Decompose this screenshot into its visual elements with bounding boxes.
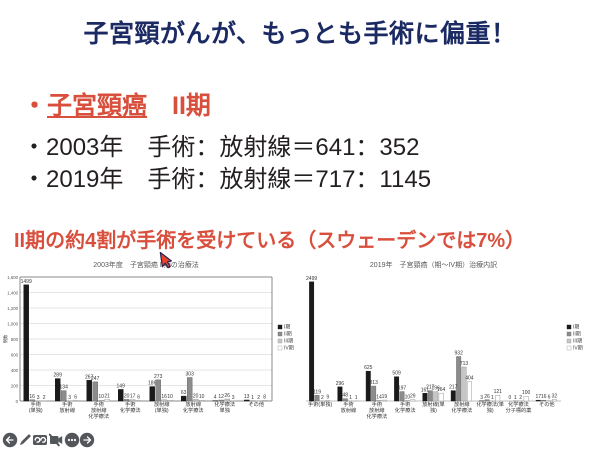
- svg-text:2019年 子宮頸癌（期～IV期）治療内訳: 2019年 子宮頸癌（期～IV期）治療内訳: [370, 260, 497, 269]
- svg-text:625: 625: [364, 365, 373, 371]
- svg-text:0: 0: [509, 395, 512, 401]
- svg-text:400: 400: [11, 368, 19, 373]
- svg-text:6: 6: [137, 395, 140, 401]
- svg-text:0: 0: [16, 399, 19, 404]
- svg-text:149: 149: [117, 384, 126, 390]
- svg-text:119: 119: [313, 389, 321, 395]
- svg-text:2: 2: [43, 395, 46, 401]
- svg-text:932: 932: [455, 351, 464, 357]
- svg-text:例数: 例数: [2, 334, 9, 343]
- svg-text:800: 800: [11, 337, 19, 342]
- svg-text:1,600: 1,600: [7, 275, 18, 280]
- svg-text:16: 16: [541, 394, 547, 400]
- svg-text:16: 16: [161, 394, 167, 400]
- svg-text:17: 17: [130, 394, 136, 400]
- svg-text:713: 713: [460, 361, 469, 367]
- svg-text:3: 3: [68, 395, 71, 401]
- svg-text:II期: II期: [573, 332, 581, 338]
- svg-text:4: 4: [214, 395, 217, 401]
- svg-text:134: 134: [60, 385, 69, 391]
- svg-text:6: 6: [74, 395, 77, 401]
- svg-text:48: 48: [343, 393, 349, 399]
- svg-text:10: 10: [199, 394, 205, 400]
- svg-text:2499: 2499: [306, 276, 317, 282]
- svg-text:313: 313: [370, 380, 379, 386]
- svg-text:19: 19: [382, 394, 388, 400]
- svg-text:20: 20: [193, 393, 199, 399]
- svg-text:III期: III期: [284, 339, 293, 345]
- svg-text:8: 8: [263, 394, 266, 400]
- svg-text:1: 1: [251, 395, 254, 401]
- svg-text:9: 9: [326, 395, 329, 401]
- svg-text:289: 289: [54, 373, 63, 379]
- svg-text:26: 26: [484, 394, 490, 400]
- svg-text:I期: I期: [573, 325, 579, 331]
- svg-text:1: 1: [491, 395, 494, 401]
- svg-text:1: 1: [349, 395, 352, 401]
- svg-text:IV期: IV期: [284, 346, 294, 352]
- svg-text:III期: III期: [573, 339, 582, 345]
- svg-text:2: 2: [257, 395, 260, 401]
- svg-text:296: 296: [336, 381, 345, 387]
- svg-text:600: 600: [11, 352, 19, 357]
- svg-text:10: 10: [98, 394, 104, 400]
- svg-text:197: 197: [398, 386, 407, 392]
- svg-text:20: 20: [124, 393, 130, 399]
- svg-text:3: 3: [37, 395, 40, 401]
- svg-text:63: 63: [181, 390, 187, 396]
- svg-text:2003年度 子宮頸癌 I 期の治療法: 2003年度 子宮頸癌 I 期の治療法: [93, 260, 198, 269]
- svg-text:1,200: 1,200: [7, 306, 18, 311]
- svg-text:100: 100: [522, 390, 531, 396]
- svg-text:509: 509: [392, 371, 401, 377]
- svg-text:200: 200: [11, 383, 19, 388]
- svg-text:26: 26: [224, 393, 230, 399]
- svg-text:1: 1: [514, 395, 517, 401]
- svg-text:I期: I期: [284, 325, 290, 331]
- svg-text:2: 2: [321, 395, 324, 401]
- svg-text:164: 164: [437, 387, 446, 393]
- svg-text:3: 3: [480, 395, 483, 401]
- svg-text:6: 6: [548, 395, 551, 401]
- svg-text:1: 1: [355, 395, 358, 401]
- svg-text:21: 21: [104, 393, 110, 399]
- svg-text:273: 273: [154, 374, 163, 380]
- svg-text:121: 121: [494, 389, 503, 395]
- svg-text:13: 13: [244, 394, 250, 400]
- svg-text:1,400: 1,400: [7, 290, 18, 295]
- svg-text:186: 186: [148, 381, 157, 387]
- svg-text:IV期: IV期: [573, 346, 583, 352]
- svg-text:247: 247: [91, 376, 100, 382]
- svg-text:12: 12: [218, 394, 224, 400]
- svg-text:1499: 1499: [21, 279, 32, 285]
- svg-text:217: 217: [449, 385, 458, 391]
- svg-text:II期: II期: [284, 332, 292, 338]
- svg-text:29: 29: [410, 394, 416, 400]
- svg-text:32: 32: [552, 394, 558, 400]
- svg-text:1,000: 1,000: [7, 321, 18, 326]
- svg-text:3: 3: [232, 395, 235, 401]
- svg-text:303: 303: [186, 372, 195, 378]
- svg-text:404: 404: [465, 376, 474, 382]
- svg-text:10: 10: [167, 394, 173, 400]
- svg-text:16: 16: [29, 394, 35, 400]
